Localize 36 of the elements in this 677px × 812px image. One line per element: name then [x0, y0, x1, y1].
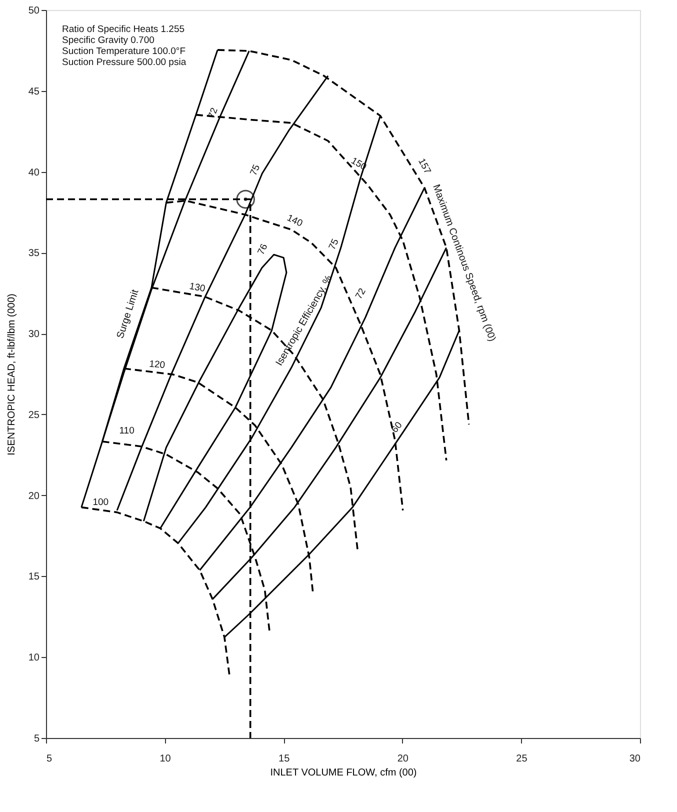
- y-tick-label: 10: [28, 652, 40, 664]
- y-tick-label: 40: [28, 167, 40, 178]
- annotation: 72: [354, 286, 368, 302]
- x-tick-label: 5: [46, 754, 52, 764]
- annotation: 72: [206, 106, 220, 120]
- x-axis-title: INLET VOLUME FLOW, cfm (00): [270, 768, 417, 778]
- y-tick-label: 15: [28, 572, 40, 583]
- y-tick-label: 20: [28, 490, 40, 502]
- annotation: Surge Limit: [115, 288, 142, 340]
- annotation: 120: [148, 358, 166, 372]
- annotation: 157: [416, 156, 433, 176]
- annotation: Specific Gravity 0.700: [62, 35, 154, 46]
- y-tick-label: 5: [34, 734, 40, 744]
- x-tick-label: 30: [629, 754, 641, 764]
- y-tick-label: 45: [28, 86, 40, 98]
- annotation: Suction Temperature 100.0°F: [62, 46, 186, 57]
- annotation: 75: [326, 237, 342, 252]
- annotation: 110: [119, 425, 134, 436]
- annotation: 130: [188, 281, 206, 295]
- y-tick-label: 25: [28, 410, 40, 421]
- annotation: 60: [390, 420, 405, 436]
- x-tick-label: 15: [278, 754, 290, 764]
- y-tick-label: 30: [28, 329, 40, 340]
- y-axis-title: ISENTROPIC HEAD, ft-lbf/lbm (000): [6, 294, 18, 456]
- annotation: 100: [92, 497, 109, 508]
- annotation: Suction Pressure 500.00 psia: [62, 57, 187, 68]
- y-tick-label: 35: [28, 248, 40, 260]
- x-tick-label: 20: [397, 754, 409, 764]
- annotation: 75: [248, 163, 263, 178]
- y-tick-label: 50: [28, 6, 40, 16]
- x-tick-label: 25: [516, 754, 528, 764]
- x-tick-label: 10: [160, 754, 172, 764]
- annotation: 140: [285, 212, 304, 230]
- annotation: Ratio of Specific Heats 1.255: [62, 24, 185, 35]
- annotation: 150: [349, 155, 368, 173]
- annotation: 76: [256, 242, 270, 257]
